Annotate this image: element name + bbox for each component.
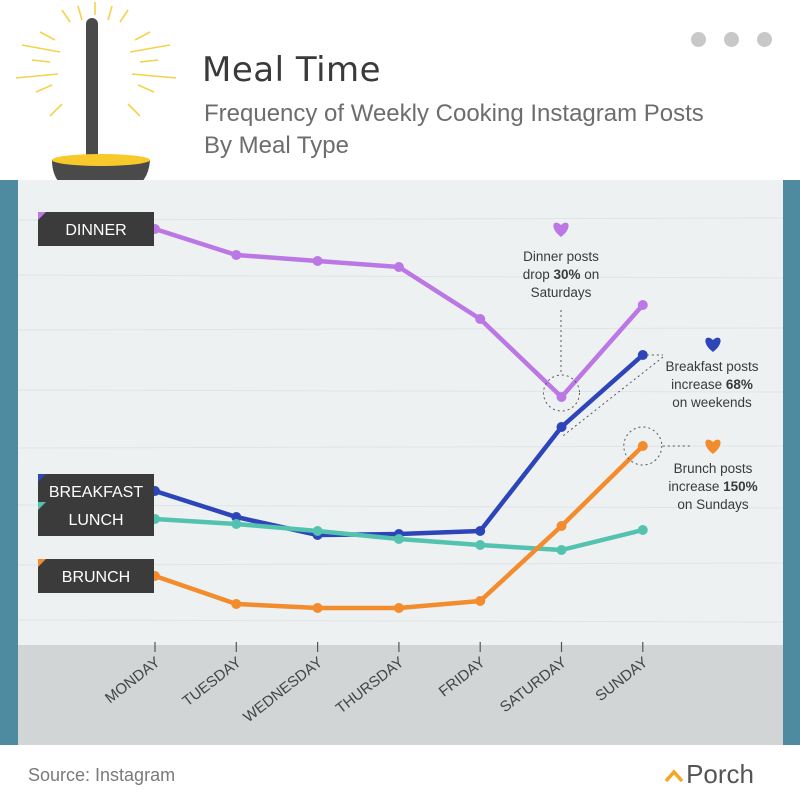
footer: Source: Instagram Porch	[0, 745, 800, 806]
data-point-brunch	[312, 603, 323, 613]
series-label-brunch: BRUNCH	[38, 559, 154, 593]
annotation-highlight	[623, 426, 663, 466]
data-point-dinner	[556, 392, 567, 402]
series-line-breakfast	[152, 352, 646, 538]
x-tick-label: SUNDAY	[592, 654, 651, 705]
data-point-breakfast	[475, 526, 486, 536]
x-tick-label: WEDNESDAY	[240, 654, 326, 726]
x-tick-label: MONDAY	[102, 654, 163, 707]
series-label-bg	[38, 502, 154, 536]
series-label-text: BRUNCH	[62, 569, 130, 586]
data-point-brunch	[475, 596, 486, 606]
series-label-text: LUNCH	[68, 512, 123, 529]
series-label-bg	[38, 559, 154, 593]
porch-logo-icon	[664, 768, 684, 782]
data-point-lunch	[556, 545, 567, 555]
heart-icon	[553, 222, 569, 237]
annotation-text: on Sundays	[677, 497, 749, 512]
data-point-dinner	[312, 256, 323, 266]
annotation-text: Saturdays	[531, 285, 592, 300]
chart-panel	[18, 180, 783, 745]
data-point-dinner	[231, 250, 242, 260]
data-point-brunch	[231, 599, 242, 609]
data-point-breakfast	[637, 350, 648, 360]
brand-logo: Porch	[664, 759, 754, 790]
source-text: Source: Instagram	[28, 765, 176, 785]
annotation-text: Brunch posts	[674, 461, 753, 476]
annotation-leader	[561, 356, 664, 438]
series-label-lunch: LUNCH	[38, 502, 154, 536]
heart-icon	[705, 439, 721, 454]
annotation-highlight	[543, 374, 580, 412]
annotation-text: Breakfast posts	[665, 359, 758, 374]
x-tick-label: FRIDAY	[436, 654, 489, 701]
annotation-text: on weekends	[672, 395, 752, 410]
annotation-text: increase 150%	[668, 479, 757, 494]
dot-icon	[724, 32, 739, 47]
dot-icon	[691, 32, 706, 47]
data-point-lunch	[637, 525, 648, 535]
chart-title: Meal Time	[202, 50, 382, 90]
subtitle-line-1: Frequency of Weekly Cooking Instagram Po…	[204, 100, 704, 127]
series-color-marker	[38, 474, 46, 482]
data-point-breakfast	[231, 512, 242, 522]
data-point-brunch	[637, 441, 648, 451]
series-label-dinner: DINNER	[38, 212, 154, 246]
annotation-text: drop 30% on	[523, 267, 600, 282]
chart-subtitle: Frequency of Weekly Cooking Instagram Po…	[204, 98, 784, 162]
x-tick-label: SATURDAY	[497, 654, 570, 716]
series-label-bg	[38, 212, 154, 246]
data-point-lunch	[393, 534, 404, 544]
series-line-brunch	[152, 443, 646, 611]
data-point-breakfast	[556, 422, 567, 432]
series-color-marker	[38, 502, 46, 510]
brand-name: Porch	[686, 759, 754, 789]
x-tick-label: THURSDAY	[333, 654, 408, 718]
series-label-text: BREAKFAST	[49, 484, 143, 501]
data-point-lunch	[475, 540, 486, 550]
wood-background	[0, 180, 800, 745]
data-point-dinner	[637, 300, 648, 310]
series-label-text: DINNER	[65, 222, 126, 239]
annotation-text: increase 68%	[671, 377, 753, 392]
x-tick-label: TUESDAY	[179, 654, 244, 710]
subtitle-line-2: By Meal Type	[204, 132, 349, 159]
series-color-marker	[38, 559, 46, 567]
heart-icon	[705, 337, 721, 352]
annotation-text: Dinner posts	[523, 249, 599, 264]
series-color-marker	[38, 212, 46, 220]
dot-icon	[757, 32, 772, 47]
data-point-dinner	[393, 262, 404, 272]
window-dots	[691, 32, 772, 47]
data-point-brunch	[393, 603, 404, 613]
data-point-lunch	[312, 526, 323, 536]
data-point-lunch	[231, 519, 242, 529]
data-point-dinner	[475, 314, 486, 324]
data-point-brunch	[556, 521, 567, 531]
